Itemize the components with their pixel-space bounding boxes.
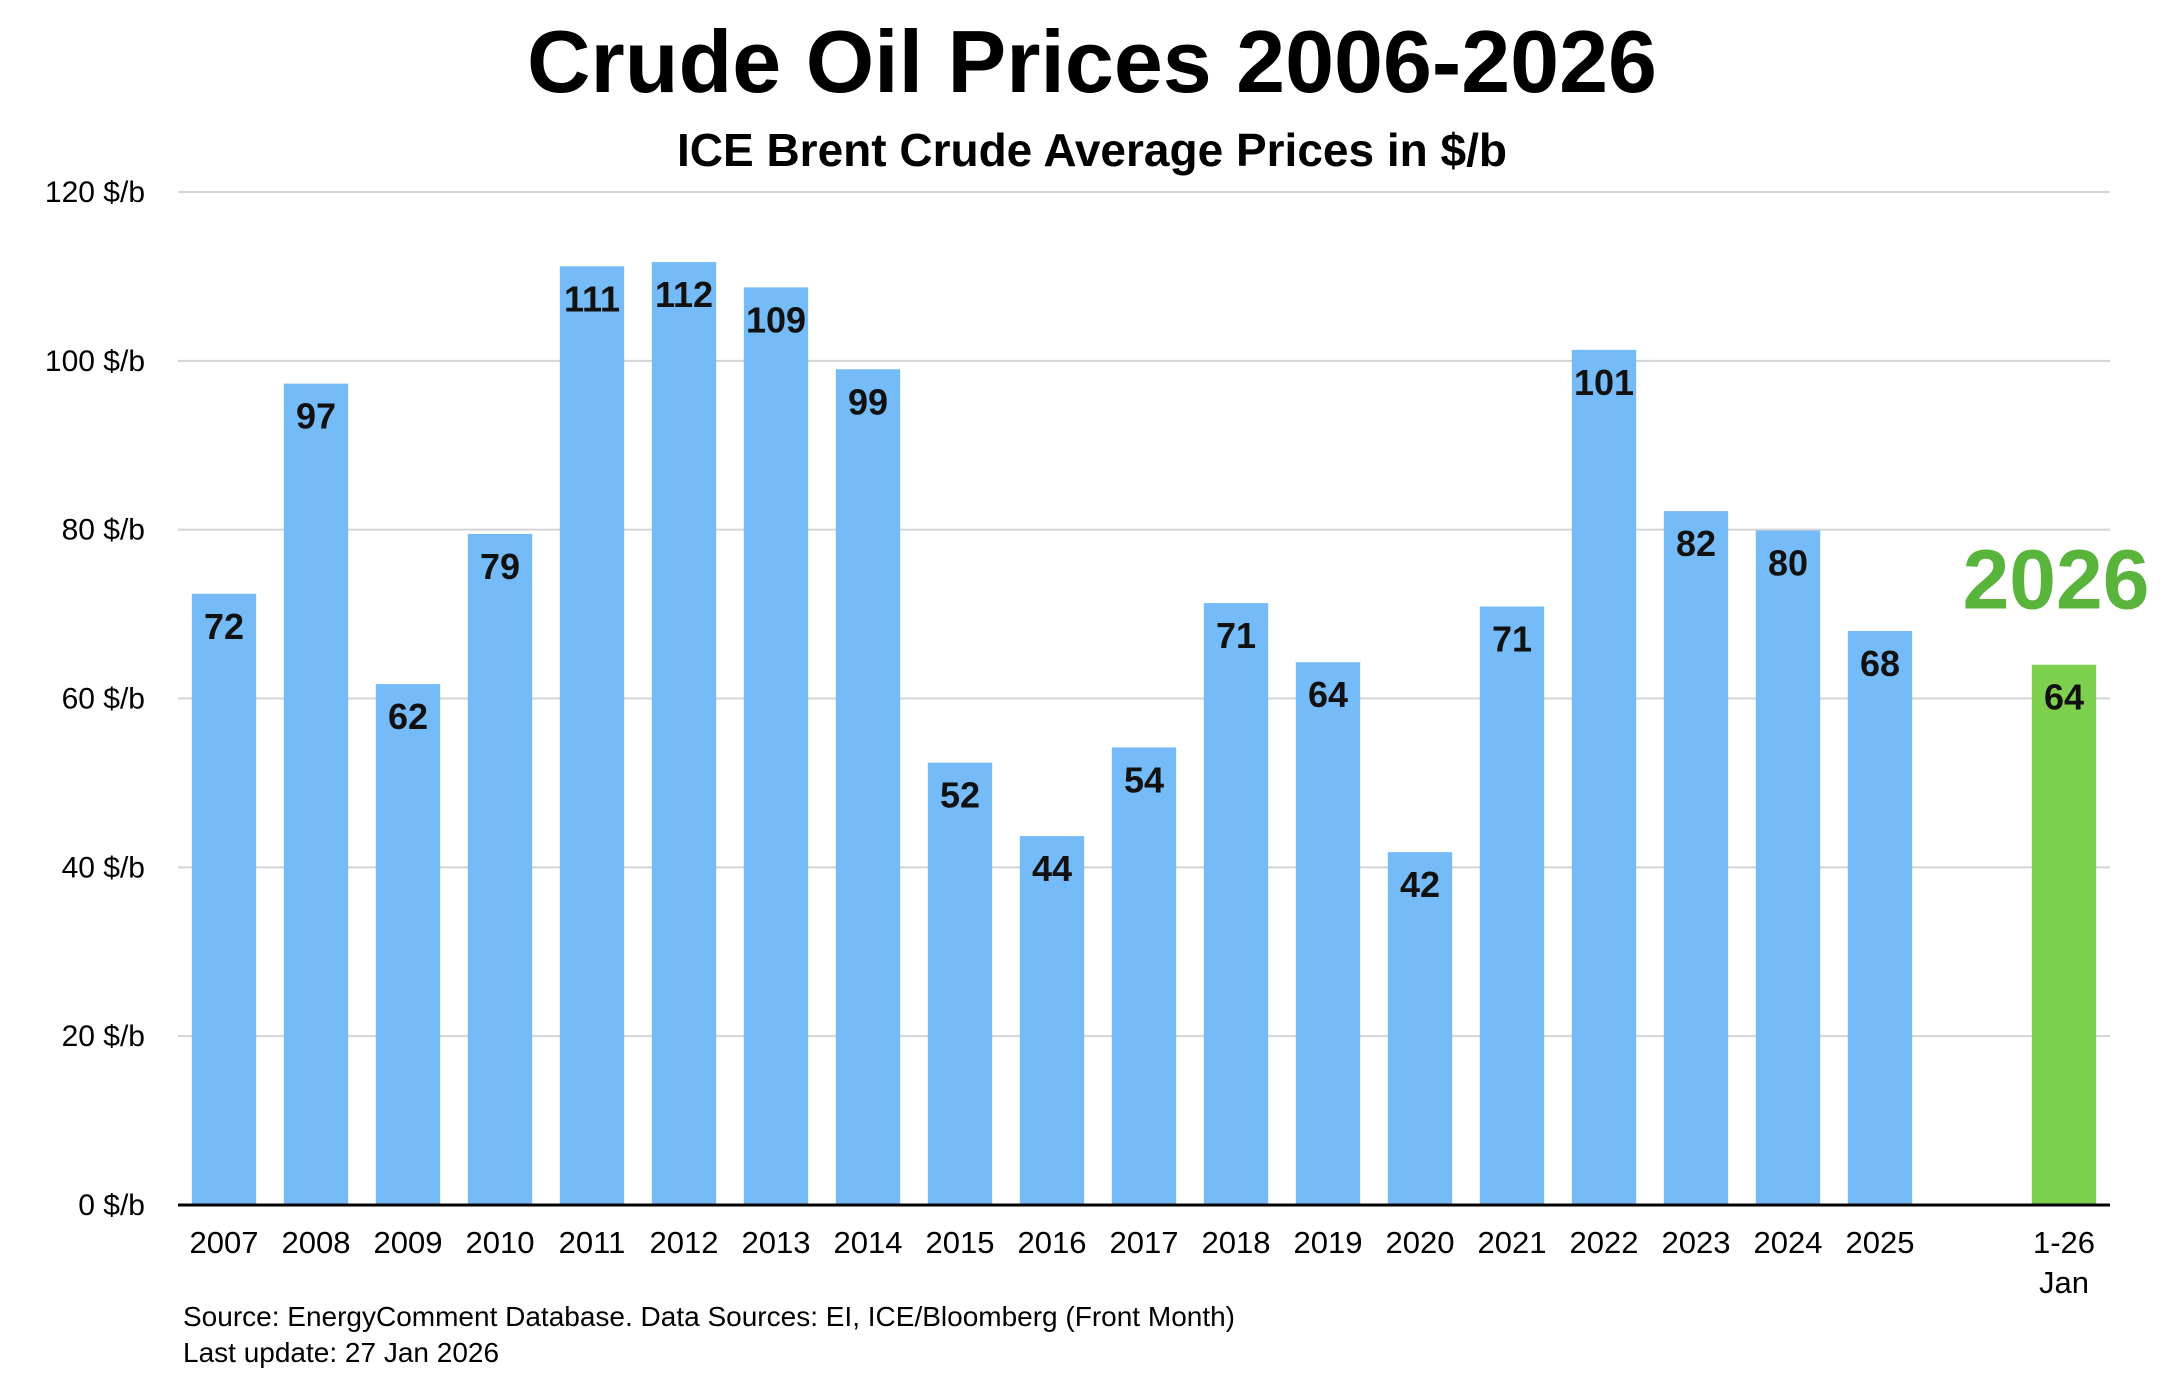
x-tick-label-2008: 2008 [282, 1225, 351, 1260]
y-tick-label-0: 0 $/b [78, 1189, 145, 1222]
x-tick-label-2009: 2009 [374, 1225, 443, 1260]
bar-layer [191, 262, 2097, 1206]
highlight-year-label: 2026 [1963, 533, 2150, 627]
bar-2016 [1019, 836, 1085, 1205]
value-label-2025: 68 [1860, 643, 1900, 684]
x-tick-label-2017: 2017 [1110, 1225, 1179, 1260]
bar-2013 [743, 287, 809, 1205]
value-label-2012: 112 [655, 274, 713, 315]
bar-2020 [1387, 852, 1453, 1205]
bar-2012 [651, 262, 717, 1206]
x-tick-label-2012: 2012 [650, 1225, 719, 1260]
x-tick-label-2015: 2015 [926, 1225, 995, 1260]
label-layer: 0 $/b 20 $/b 40 $/b 60 $/b 80 $/b 100 $/b 120 … [45, 176, 2095, 1300]
value-label-2011: 111 [564, 278, 620, 319]
y-tick-label-120: 120 $/b [45, 176, 145, 209]
x-tick-label-2023: 2023 [1662, 1225, 1731, 1260]
x-tick-label-2022: 2022 [1570, 1225, 1639, 1260]
bar-1-26-jan [2031, 664, 2097, 1205]
bar-2022 [1571, 349, 1637, 1206]
bar-2009 [375, 684, 441, 1205]
y-tick-label-40: 40 $/b [62, 851, 145, 884]
value-label-2021: 71 [1492, 618, 1532, 659]
y-tick-label-20: 20 $/b [62, 1020, 145, 1053]
value-label-2014: 99 [848, 381, 888, 422]
source-note: Source: EnergyComment Database. Data Sou… [183, 1301, 1235, 1332]
bar-2025 [1847, 630, 1913, 1205]
x-tick-label-1-26-jan-2: Jan [2039, 1265, 2089, 1300]
x-tick-label-1-26-jan-1: 1-26 [2033, 1225, 2095, 1260]
x-tick-label-2010: 2010 [466, 1225, 535, 1260]
value-label-2020: 42 [1400, 864, 1440, 905]
x-tick-label-2025: 2025 [1846, 1225, 1915, 1260]
y-tick-label-100: 100 $/b [45, 345, 145, 378]
bar-2015 [927, 762, 993, 1205]
bar-2023 [1663, 511, 1729, 1206]
bar-2018 [1203, 603, 1269, 1205]
x-tick-label-2016: 2016 [1018, 1225, 1087, 1260]
value-label-2024: 80 [1768, 543, 1808, 584]
chart-subtitle: ICE Brent Crude Average Prices in $/b [677, 124, 1507, 176]
value-label-2022: 101 [1574, 362, 1634, 403]
value-label-1-26-jan: 64 [2044, 677, 2084, 718]
bar-2017 [1111, 747, 1177, 1205]
value-label-2019: 64 [1308, 674, 1348, 715]
bar-2008 [283, 383, 349, 1205]
last-update-note: Last update: 27 Jan 2026 [183, 1337, 499, 1368]
value-label-2010: 79 [480, 546, 520, 587]
x-tick-label-2021: 2021 [1478, 1225, 1547, 1260]
value-label-2015: 52 [940, 775, 980, 816]
y-tick-label-60: 60 $/b [62, 683, 145, 716]
value-label-2007: 72 [204, 606, 244, 647]
value-label-2016: 44 [1032, 848, 1072, 889]
x-tick-label-2024: 2024 [1754, 1225, 1823, 1260]
x-tick-label-2013: 2013 [742, 1225, 811, 1260]
x-tick-label-2007: 2007 [190, 1225, 259, 1260]
bar-2010 [467, 533, 533, 1205]
x-tick-label-2011: 2011 [559, 1225, 626, 1260]
bar-2007 [191, 593, 257, 1205]
bar-2021 [1479, 606, 1545, 1205]
bar-2024 [1755, 530, 1821, 1205]
x-tick-label-2019: 2019 [1294, 1225, 1363, 1260]
bar-2011 [559, 266, 625, 1206]
x-tick-label-2020: 2020 [1386, 1225, 1455, 1260]
y-tick-label-80: 80 $/b [62, 514, 145, 547]
value-label-2013: 109 [746, 299, 806, 340]
value-label-2009: 62 [388, 696, 428, 737]
value-label-2023: 82 [1676, 523, 1716, 564]
x-tick-label-2014: 2014 [834, 1225, 903, 1260]
bar-2014 [835, 369, 901, 1205]
bar-2019 [1295, 662, 1361, 1205]
value-label-2008: 97 [296, 396, 336, 437]
value-label-2018: 71 [1216, 615, 1256, 656]
value-label-2017: 54 [1124, 759, 1164, 800]
x-tick-label-2018: 2018 [1202, 1225, 1271, 1260]
chart-title: Crude Oil Prices 2006-2026 [527, 12, 1657, 111]
